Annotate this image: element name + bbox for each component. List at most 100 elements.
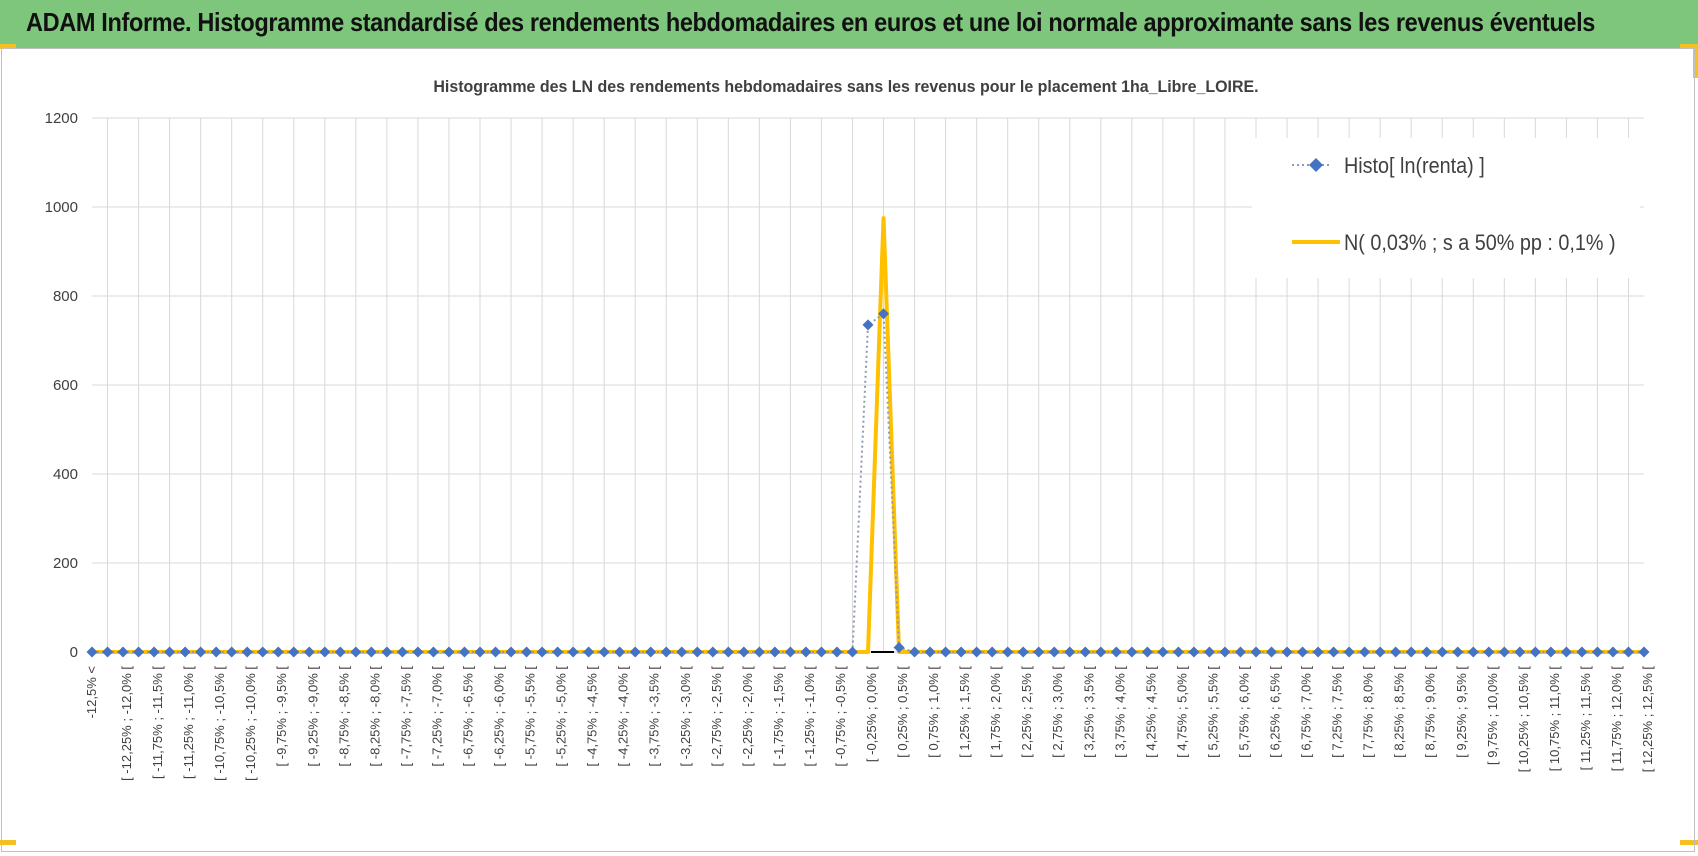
- x-tick-label: [ 8,75% ; 9,0% [: [1423, 666, 1438, 758]
- chart-frame: [1, 48, 1695, 852]
- histo-point: [815, 646, 827, 658]
- histo-point: [1017, 646, 1029, 658]
- x-tick-label: [ -8,25% ; -8,0% [: [367, 666, 382, 767]
- histo-point: [226, 646, 238, 658]
- histo-point: [1079, 646, 1091, 658]
- x-tick-label: [ -9,75% ; -9,5% [: [274, 666, 289, 767]
- histo-point: [1560, 646, 1572, 658]
- histo-point: [1390, 646, 1402, 658]
- histo-point: [1234, 646, 1246, 658]
- histo-point: [1188, 646, 1200, 658]
- histo-point: [1219, 646, 1231, 658]
- histo-point: [210, 646, 222, 658]
- histo-point: [381, 646, 393, 658]
- histo-point: [753, 646, 765, 658]
- report-title: ADAM Informe. Histogramme standardisé de…: [26, 7, 1596, 37]
- x-tick-label: [ -7,75% ; -7,5% [: [398, 666, 413, 767]
- histo-point: [334, 646, 346, 658]
- x-tick-label: [ 1,25% ; 1,5% [: [957, 666, 972, 758]
- histo-point: [1343, 646, 1355, 658]
- histo-point: [955, 646, 967, 658]
- histo-point: [1467, 646, 1479, 658]
- x-tick-label: [ -11,25% ; -11,0% [: [181, 666, 196, 779]
- x-tick-label: [ 10,25% ; 10,5% [: [1516, 666, 1531, 773]
- x-tick-label: [ -4,75% ; -4,5% [: [585, 666, 600, 767]
- x-tick-label: [ 12,25% ; 12,5% [: [1640, 666, 1655, 773]
- histo-point: [986, 646, 998, 658]
- x-tick-label: [ 4,25% ; 4,5% [: [1143, 666, 1158, 758]
- x-tick-label: [ 9,75% ; 10,0% [: [1485, 666, 1500, 765]
- x-tick-label: [ -4,25% ; -4,0% [: [616, 666, 631, 767]
- histo-point: [614, 646, 626, 658]
- histo-point: [1452, 646, 1464, 658]
- histo-point: [1622, 646, 1634, 658]
- x-tick-label: [ 8,25% ; 8,5% [: [1392, 666, 1407, 758]
- x-tick-label: [ 2,25% ; 2,5% [: [1019, 666, 1034, 758]
- x-tick-label: [ -3,25% ; -3,0% [: [678, 666, 693, 767]
- histo-point: [707, 646, 719, 658]
- histo-point: [1405, 646, 1417, 658]
- x-tick-label: [ 3,25% ; 3,5% [: [1081, 666, 1096, 758]
- x-tick-label: [ 0,75% ; 1,0% [: [926, 666, 941, 758]
- histo-point: [1172, 646, 1184, 658]
- x-tick-label: [ 7,25% ; 7,5% [: [1330, 666, 1345, 758]
- histo-point: [1576, 646, 1588, 658]
- histo-point: [893, 642, 905, 654]
- histo-point: [629, 646, 641, 658]
- histo-point: [1498, 646, 1510, 658]
- histo-point: [831, 646, 843, 658]
- histo-point: [1591, 646, 1603, 658]
- histo-point: [458, 646, 470, 658]
- histo-point: [1095, 646, 1107, 658]
- histo-point: [319, 646, 331, 658]
- histo-point: [350, 646, 362, 658]
- x-tick-label: [ -11,75% ; -11,5% [: [150, 666, 165, 779]
- x-tick-label: [ -5,75% ; -5,5% [: [523, 666, 538, 767]
- x-tick-label: [ -9,25% ; -9,0% [: [305, 666, 320, 767]
- histo-point: [427, 646, 439, 658]
- histo-point: [769, 646, 781, 658]
- histo-point: [179, 646, 191, 658]
- x-tick-label: [ -5,25% ; -5,0% [: [554, 666, 569, 767]
- histo-point: [443, 646, 455, 658]
- histo-point: [722, 646, 734, 658]
- histo-point: [1250, 646, 1262, 658]
- histo-point: [738, 646, 750, 658]
- histo-point: [940, 646, 952, 658]
- y-tick-label: 400: [53, 466, 78, 483]
- histo-point: [1297, 646, 1309, 658]
- histo-point: [396, 646, 408, 658]
- histo-point: [257, 646, 269, 658]
- y-tick-label: 0: [70, 644, 78, 661]
- histo-point: [521, 646, 533, 658]
- x-tick-label: [ -3,75% ; -3,5% [: [647, 666, 662, 767]
- histo-point: [862, 319, 874, 331]
- histo-point: [164, 646, 176, 658]
- corner-accent-top-right: [1680, 44, 1698, 49]
- x-tick-label: [ 7,75% ; 8,0% [: [1361, 666, 1376, 758]
- x-tick-label: [ -10,75% ; -10,5% [: [212, 666, 227, 781]
- legend-histo-label: Histo[ ln(renta) ]: [1344, 154, 1485, 178]
- histo-point: [583, 646, 595, 658]
- histo-point: [1359, 646, 1371, 658]
- histo-point: [365, 646, 377, 658]
- histo-point: [1110, 646, 1122, 658]
- x-tick-label: [ 11,25% ; 11,5% [: [1578, 666, 1593, 771]
- histo-point: [598, 646, 610, 658]
- histo-point: [567, 646, 579, 658]
- histo-point: [645, 646, 657, 658]
- chart-title: Histogramme des LN des rendements hebdom…: [433, 78, 1258, 97]
- histo-point: [490, 646, 502, 658]
- histo-point: [412, 646, 424, 658]
- histo-point: [1374, 646, 1386, 658]
- histo-point: [288, 646, 300, 658]
- histo-point: [1033, 646, 1045, 658]
- histo-point: [1514, 646, 1526, 658]
- histo-point: [784, 646, 796, 658]
- legend-normal-label: N( 0,03% ; s a 50% pp : 0,1% ): [1344, 231, 1616, 255]
- x-tick-label: [ -1,25% ; -1,0% [: [802, 666, 817, 767]
- histo-point: [660, 646, 672, 658]
- histo-point: [117, 646, 129, 658]
- x-tick-label: [ 0,25% ; 0,5% [: [895, 666, 910, 758]
